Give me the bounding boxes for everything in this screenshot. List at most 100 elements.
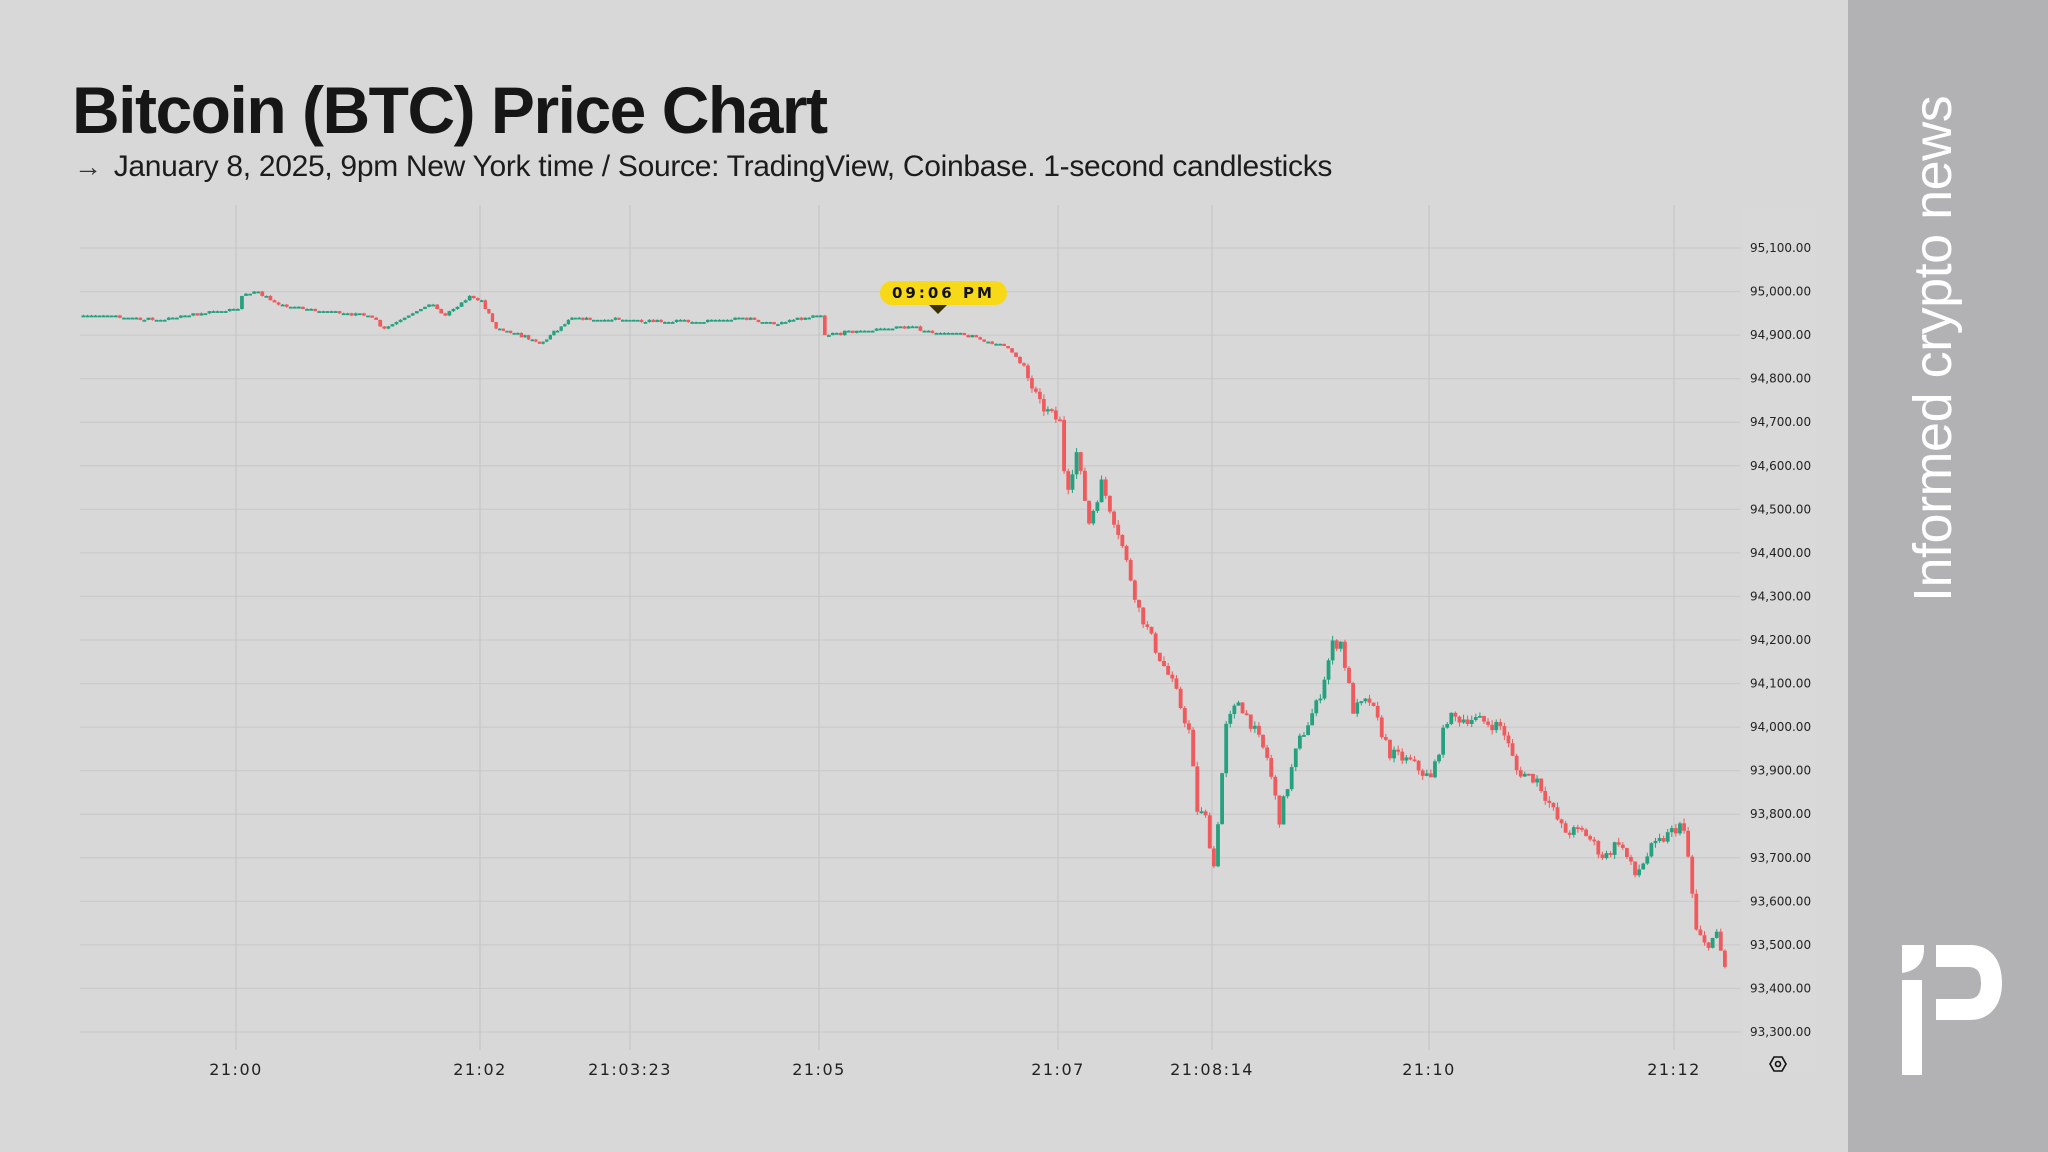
- candle: [1137, 599, 1141, 608]
- candle: [1388, 739, 1392, 759]
- candle: [1649, 843, 1654, 857]
- candle: [362, 313, 366, 316]
- candle: [1120, 534, 1125, 547]
- candle: [1314, 700, 1319, 714]
- candle: [1070, 474, 1075, 490]
- candle: [1453, 712, 1458, 717]
- candle: [826, 335, 831, 337]
- candle: [439, 308, 444, 314]
- candle: [1424, 773, 1429, 776]
- candle: [1539, 778, 1544, 792]
- candle: [1531, 773, 1535, 783]
- y-tick-label: 94,500.00: [1750, 502, 1811, 516]
- candle: [1228, 714, 1233, 724]
- candle: [791, 319, 796, 322]
- candle: [733, 317, 737, 320]
- candle: [276, 302, 281, 305]
- ip-logo-icon: [1902, 945, 2002, 1075]
- candle: [1706, 942, 1711, 948]
- candle: [1437, 754, 1441, 762]
- settings-icon[interactable]: [1769, 1055, 1787, 1073]
- candle: [922, 330, 927, 333]
- candle: [760, 322, 765, 324]
- candle: [555, 330, 560, 333]
- candle: [552, 330, 556, 336]
- y-tick-label: 93,900.00: [1750, 764, 1811, 778]
- candle: [563, 324, 567, 327]
- candle: [1567, 832, 1572, 835]
- candle: [1006, 346, 1010, 349]
- candle: [199, 313, 204, 316]
- candle: [1062, 419, 1067, 472]
- candle: [1207, 815, 1212, 849]
- candle: [1153, 633, 1158, 653]
- candle: [89, 315, 94, 318]
- candle: [705, 319, 710, 323]
- candle: [926, 330, 931, 333]
- candle: [1543, 791, 1548, 801]
- candle: [938, 332, 943, 335]
- candle: [698, 322, 702, 324]
- candle: [772, 322, 776, 325]
- tooltip-pointer: [929, 305, 947, 314]
- candle: [1099, 479, 1104, 503]
- candle: [134, 317, 139, 320]
- candle: [1277, 795, 1282, 825]
- candle: [548, 335, 552, 340]
- candle: [986, 341, 990, 344]
- candle: [1657, 838, 1662, 841]
- candle: [878, 328, 883, 331]
- candle: [1187, 723, 1191, 730]
- candle: [341, 313, 346, 316]
- price-axis-panel[interactable]: [1743, 207, 1816, 1073]
- candle: [1547, 800, 1552, 803]
- candle: [1396, 749, 1401, 752]
- chart-grid: [80, 205, 1740, 1050]
- candle: [1665, 832, 1670, 842]
- candle: [1498, 722, 1503, 727]
- candle: [321, 311, 326, 313]
- candle: [284, 304, 289, 307]
- y-tick-label: 94,800.00: [1750, 372, 1811, 386]
- candle: [1252, 725, 1257, 729]
- candle: [1502, 726, 1507, 736]
- candle: [721, 319, 726, 322]
- candle: [398, 319, 403, 323]
- candle: [191, 313, 196, 316]
- candle: [1330, 640, 1335, 661]
- candle: [1216, 824, 1220, 867]
- candle: [313, 308, 318, 312]
- candle: [659, 319, 663, 323]
- candle: [725, 319, 730, 322]
- y-tick-label: 94,600.00: [1750, 459, 1811, 473]
- candle: [1273, 776, 1278, 796]
- candle: [1244, 713, 1249, 716]
- candle: [1236, 702, 1241, 706]
- candle: [353, 313, 358, 316]
- candle: [1046, 409, 1050, 412]
- candle: [1318, 698, 1323, 701]
- candle: [606, 319, 610, 322]
- candles: [81, 290, 1727, 969]
- candle: [142, 319, 147, 322]
- candle: [519, 332, 524, 338]
- candle: [1157, 652, 1162, 662]
- candle: [498, 328, 502, 331]
- candle: [717, 319, 722, 322]
- candle: [667, 322, 671, 324]
- candle: [175, 317, 179, 320]
- candle: [1612, 842, 1617, 855]
- y-tick-label: 94,300.00: [1750, 589, 1811, 603]
- candle: [1347, 667, 1351, 684]
- candle: [1281, 796, 1286, 825]
- brand-tagline: Informed crypto news: [1903, 95, 1963, 602]
- candle: [1014, 352, 1018, 357]
- candle: [378, 319, 383, 327]
- candle: [998, 343, 1002, 346]
- candle: [1054, 410, 1058, 420]
- candle: [195, 313, 200, 316]
- candle: [545, 339, 549, 342]
- price-chart[interactable]: 95,100.00 95,000.00 94,900.00 94,800.00 94,7…: [0, 0, 1848, 1152]
- candle: [898, 326, 903, 329]
- candle: [974, 335, 979, 338]
